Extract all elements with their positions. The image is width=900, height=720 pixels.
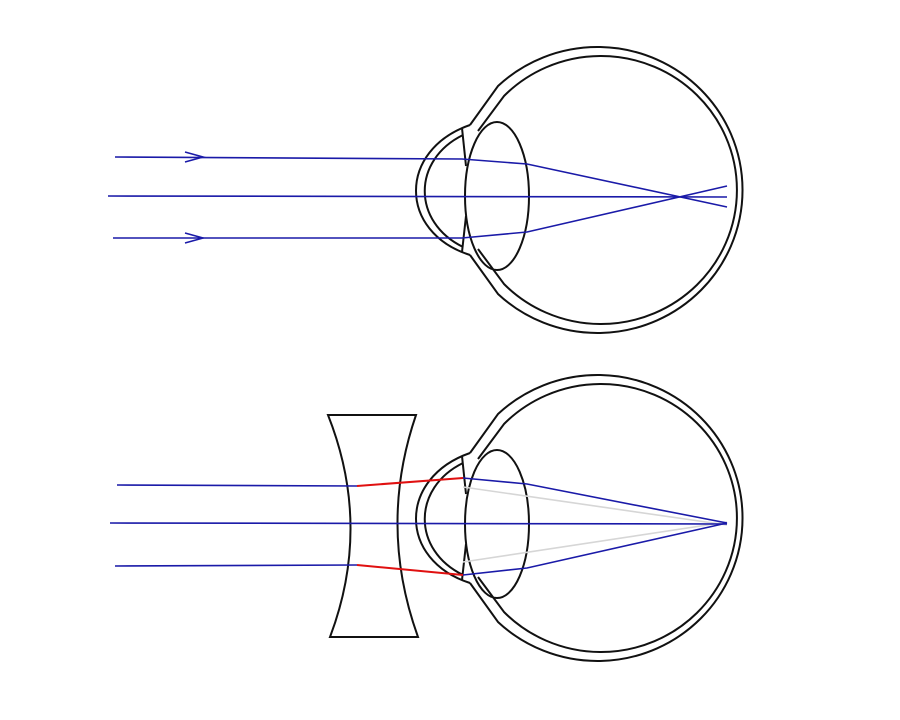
ray-top-inner xyxy=(462,477,728,524)
eye-corrected-group xyxy=(415,374,744,662)
ray-bottom xyxy=(113,185,728,239)
eye-corrected xyxy=(415,374,744,662)
ray-top xyxy=(116,484,358,487)
eye-uncorrected xyxy=(415,45,744,334)
arrow-head xyxy=(184,232,206,244)
ray-refracted-bottom xyxy=(356,564,464,576)
ray-bottom-inner xyxy=(462,522,728,576)
concave-lens xyxy=(326,414,420,638)
ray-center xyxy=(107,195,728,198)
arrow-head xyxy=(184,151,206,163)
ray-top xyxy=(114,156,728,208)
ray-bottom xyxy=(114,564,358,567)
ray-uncorrected-top xyxy=(462,486,728,526)
ray-center xyxy=(109,522,728,525)
ray-refracted-top xyxy=(356,477,464,487)
ray-uncorrected-bottom xyxy=(462,521,728,563)
